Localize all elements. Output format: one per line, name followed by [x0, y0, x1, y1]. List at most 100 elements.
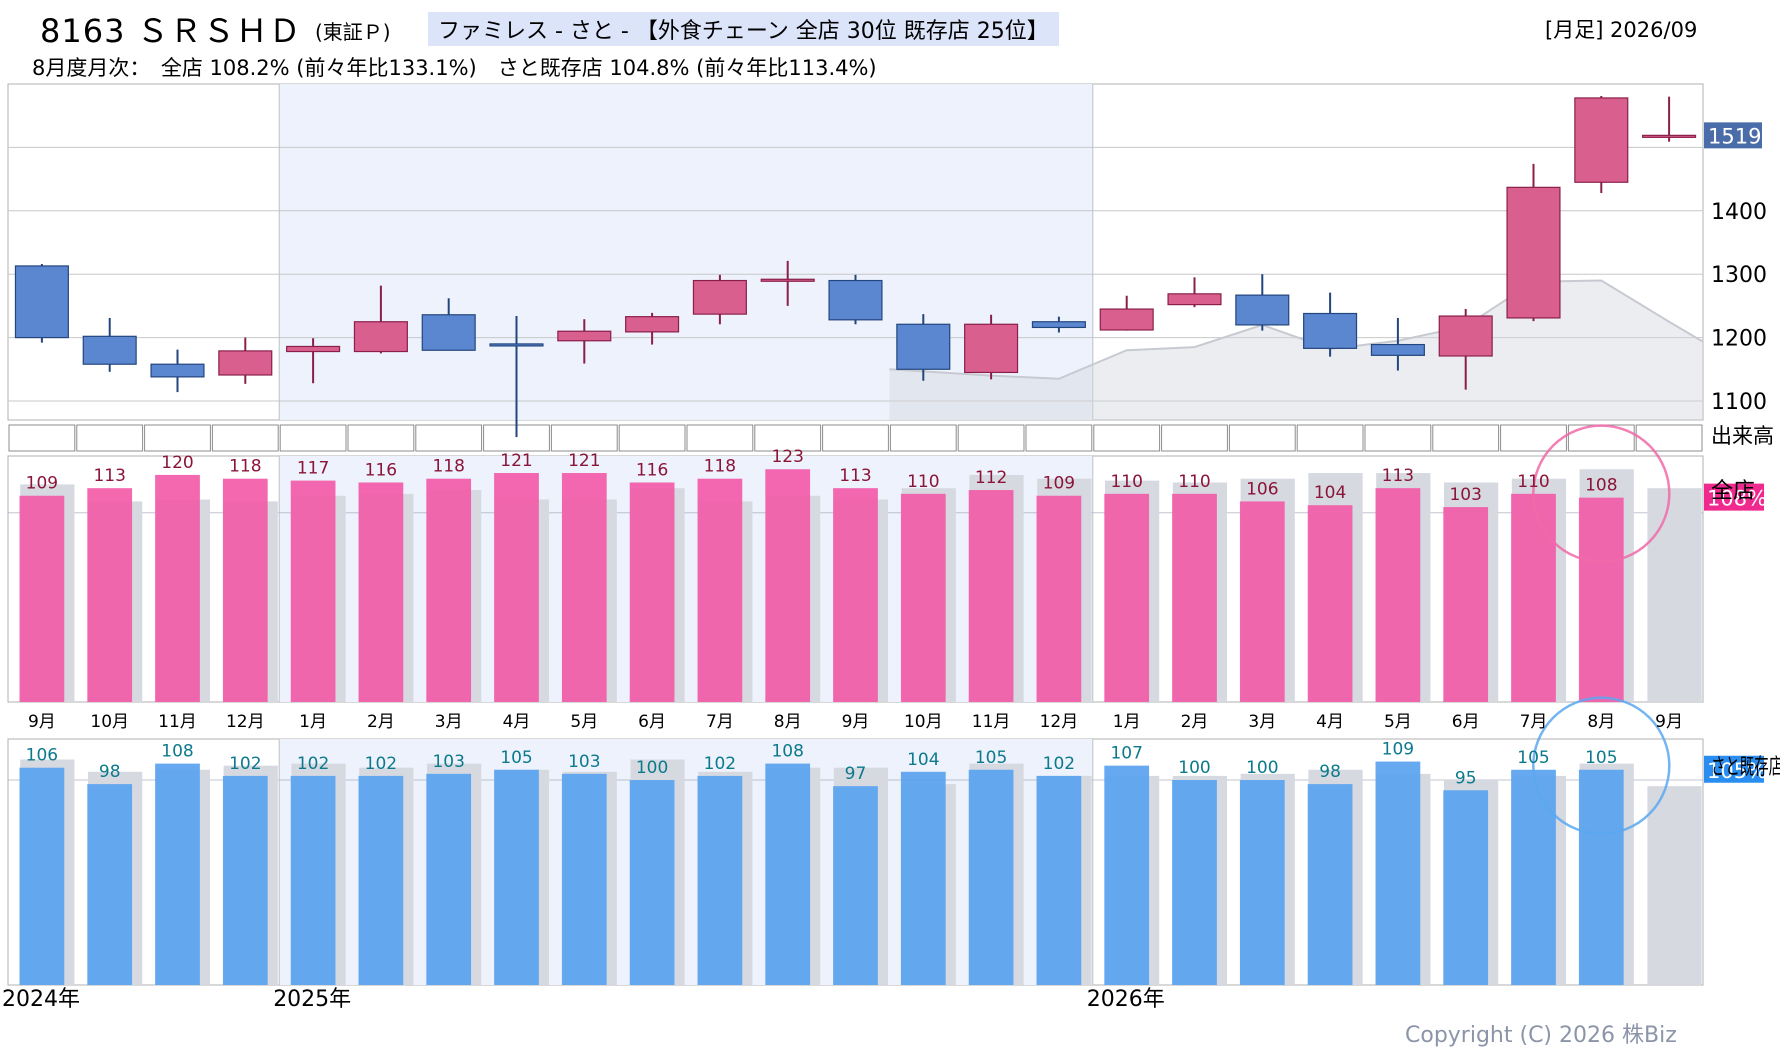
month-tick-label: 12月 — [226, 712, 265, 732]
current-year-bar — [1375, 488, 1421, 702]
candle-body — [828, 279, 883, 321]
current-year-bar — [19, 495, 65, 702]
month-tick-label: 3月 — [1248, 712, 1276, 732]
prior-year-bar — [1647, 488, 1702, 702]
candle-body — [557, 330, 612, 342]
year-label: 2026年 — [1087, 987, 1165, 1012]
volume-cell — [76, 424, 144, 452]
current-year-bar — [358, 482, 404, 702]
bar-value-label: 103 — [568, 752, 600, 772]
volume-cell — [347, 424, 415, 452]
bar-value-label: 120 — [161, 453, 193, 473]
current-year-bar — [833, 488, 878, 702]
bar-value-label: 102 — [297, 754, 329, 774]
current-year-bar — [1036, 495, 1082, 702]
chart-marks — [14, 96, 1764, 985]
volume-cell — [618, 424, 686, 452]
bar-value-label: 100 — [1178, 758, 1210, 778]
prior-year-bar — [1647, 786, 1702, 985]
current-year-bar — [1578, 769, 1624, 985]
current-year-bar — [1239, 501, 1285, 702]
month-tick-label: 9月 — [1655, 712, 1683, 732]
candle-body — [1642, 134, 1697, 138]
bar-value-label: 106 — [26, 746, 58, 766]
bar-value-label: 102 — [365, 754, 397, 774]
month-tick-label: 3月 — [435, 712, 463, 732]
bar-value-label: 110 — [1517, 472, 1549, 492]
moving-average-area — [889, 280, 1703, 420]
bar-value-label: 109 — [1382, 740, 1414, 760]
candle-body — [1438, 315, 1493, 357]
candle-body — [964, 323, 1019, 374]
volume-label: 出来高 — [1711, 424, 1774, 448]
current-year-bar — [968, 769, 1014, 985]
latest-value-tag — [1704, 483, 1764, 511]
current-year-bar — [561, 773, 607, 985]
month-tick-label: 6月 — [638, 712, 666, 732]
bar-value-label: 103 — [432, 752, 464, 772]
current-year-bar — [1307, 784, 1353, 985]
month-tick-label: 4月 — [503, 712, 531, 732]
price-tick-label: 1100 — [1711, 390, 1767, 415]
volume-cell — [279, 424, 347, 452]
candle-body — [1031, 321, 1086, 329]
chart-texts: 1100 1200 1300 1400 1519 出来高 109 113 120 118 117 11… — [2, 124, 1780, 1012]
current-year-bar — [426, 478, 472, 702]
current-year-bar — [900, 771, 946, 985]
existing-store-title: さと既存店 — [1711, 755, 1780, 780]
bar-value-label: 108 — [771, 742, 803, 762]
bar-value-label: 108 — [1585, 476, 1617, 496]
current-year-bar — [697, 775, 743, 985]
candle-body — [1574, 97, 1629, 183]
current-year-bar — [290, 480, 336, 702]
candle-body — [14, 265, 69, 339]
price-tick-label: 1400 — [1711, 200, 1767, 225]
month-tick-label: 6月 — [1452, 712, 1480, 732]
candle-body — [150, 363, 205, 378]
month-tick-label: 9月 — [28, 712, 56, 732]
bar-value-label: 98 — [99, 762, 121, 782]
current-year-bar — [426, 773, 472, 985]
price-tick-label: 1200 — [1711, 327, 1767, 352]
volume-cell — [415, 424, 483, 452]
current-year-bar — [222, 478, 268, 702]
month-tick-label: 1月 — [1113, 712, 1141, 732]
candle-body — [692, 279, 747, 315]
frequency-date: [月足] 2026/09 — [1545, 18, 1698, 42]
volume-cell — [144, 424, 211, 452]
current-year-bar — [494, 473, 539, 702]
volume-cell — [550, 424, 618, 452]
last-price-tag — [1704, 122, 1762, 149]
volume-cell — [1635, 424, 1703, 452]
current-year-bar — [358, 775, 404, 985]
exchange-label: (東証Ｐ) — [315, 20, 391, 44]
current-year-bar — [629, 482, 675, 702]
volume-cell — [889, 424, 957, 452]
month-tick-label: 10月 — [90, 712, 129, 732]
current-year-bar — [87, 488, 133, 702]
volume-cell — [1364, 424, 1432, 452]
current-year-bar — [290, 775, 336, 985]
current-year-bar — [765, 469, 811, 702]
current-year-bar — [900, 493, 946, 702]
month-tick-label: 7月 — [1520, 712, 1548, 732]
volume-cell — [1161, 424, 1228, 452]
bar-value-label: 121 — [500, 451, 532, 471]
bar-value-label: 102 — [1043, 754, 1075, 774]
month-tick-label: 8月 — [774, 712, 802, 732]
current-year-bar — [222, 775, 268, 985]
month-tick-label: 7月 — [706, 712, 734, 732]
bar-value-label: 113 — [93, 466, 125, 486]
candle-body — [1235, 294, 1290, 326]
candle-body — [489, 343, 544, 347]
bar-value-label: 118 — [432, 457, 464, 477]
volume-cell — [957, 424, 1025, 452]
price-panel-2025-shade — [279, 84, 1093, 420]
current-year-bar — [1307, 505, 1353, 702]
bar-value-label: 110 — [1110, 472, 1142, 492]
bar-value-label: 98 — [1319, 762, 1341, 782]
current-year-bar — [1511, 769, 1556, 985]
bar-value-label: 106 — [1246, 479, 1278, 499]
bar-value-label: 95 — [1455, 768, 1477, 788]
